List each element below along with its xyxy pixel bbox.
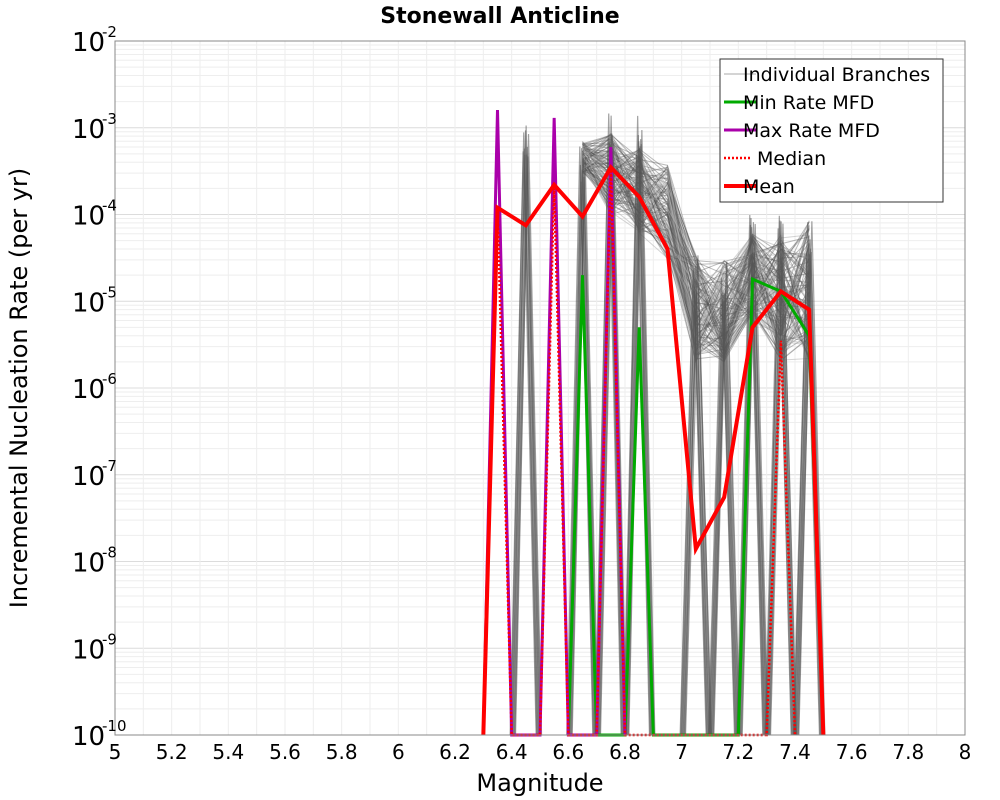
branch-line: [582, 150, 810, 352]
y-tick-base: 10: [72, 549, 105, 579]
y-tick-base: 10: [72, 28, 105, 58]
plot-frame: [114, 40, 966, 736]
x-tick-label: 5.6: [269, 740, 301, 764]
legend-label: Min Rate MFD: [743, 92, 874, 114]
x-tick-label: 7.2: [722, 740, 754, 764]
y-tick-exponent: -4: [102, 197, 117, 215]
x-tick-label: 5: [109, 740, 122, 764]
branch-line: [582, 139, 810, 294]
x-tick-label: 6.2: [439, 740, 471, 764]
y-tick-label: 10-4: [72, 197, 117, 232]
x-tick-label: 7.8: [892, 740, 924, 764]
y-tick-base: 10: [72, 202, 105, 232]
legend-label: Individual Branches: [743, 64, 930, 86]
y-tick-label: 10-3: [72, 110, 117, 145]
y-tick-exponent: -8: [102, 544, 117, 562]
chart-title: Stonewall Anticline: [380, 4, 619, 29]
x-tick-label: 8: [959, 740, 972, 764]
x-tick-label: 7.6: [836, 740, 868, 764]
y-tick-exponent: -7: [102, 457, 117, 475]
legend-item: Max Rate MFD: [724, 120, 880, 142]
branch-line: [582, 150, 810, 283]
y-tick-label: 10-5: [72, 283, 117, 318]
legend-item: Mean: [724, 176, 795, 198]
y-axis-label: Incremental Nucleation Rate (per yr): [5, 168, 33, 608]
legend: Individual Branches Min Rate MFD Max Rate …: [719, 58, 944, 203]
legend-item: Median: [724, 148, 826, 170]
legend-item: Min Rate MFD: [724, 92, 874, 114]
branch-spike: [713, 261, 741, 736]
branch-spike: [571, 158, 599, 736]
legend-label: Max Rate MFD: [743, 120, 880, 142]
branch-spike: [684, 288, 713, 736]
series-mean: [481, 163, 826, 736]
x-tick-label: 5.2: [156, 740, 188, 764]
legend-box: [719, 58, 944, 203]
x-tick-label: 6.6: [552, 740, 584, 764]
branch-spike: [514, 133, 543, 736]
x-axis-label: Magnitude: [476, 769, 603, 797]
y-tick-label: 10-9: [72, 630, 117, 665]
y-tick-base: 10: [72, 115, 105, 145]
y-tick-label: 10-10: [72, 717, 127, 752]
individual-branches: [509, 113, 826, 736]
x-tick-label: 6.8: [609, 740, 641, 764]
x-tick-label: 6.4: [496, 740, 528, 764]
y-tick-base: 10: [72, 375, 105, 405]
branch-spike: [741, 224, 769, 736]
y-tick-exponent: -2: [102, 23, 117, 41]
branch-line: [582, 172, 810, 346]
x-tick-label: 5.4: [212, 740, 244, 764]
y-tick-label: 10-8: [72, 544, 117, 579]
branch-spike: [798, 221, 826, 736]
y-tick-base: 10: [72, 635, 105, 665]
legend-label: Mean: [743, 176, 795, 198]
y-tick-exponent: -5: [102, 283, 117, 301]
y-tick-label: 10-7: [72, 457, 117, 492]
y-tick-base: 10: [72, 722, 105, 752]
y-tick-exponent: -3: [102, 110, 117, 128]
x-tick-label: 6: [392, 740, 405, 764]
y-tick-base: 10: [72, 462, 105, 492]
y-tick-base: 10: [72, 288, 105, 318]
branch-line: [582, 154, 810, 311]
x-tick-label: 7.4: [779, 740, 811, 764]
y-tick-exponent: -10: [102, 717, 127, 735]
plot-border: [114, 40, 966, 736]
legend-label: Median: [757, 148, 826, 170]
branch-line: [582, 145, 810, 362]
x-tick-label: 7: [675, 740, 688, 764]
branch-line: [582, 161, 810, 321]
x-tick-label: 5.8: [326, 740, 358, 764]
branch-spike: [599, 143, 628, 736]
branch-spike: [769, 253, 798, 736]
legend-item: Individual Branches: [724, 64, 930, 86]
y-tick-label: 10-6: [72, 370, 117, 405]
x-tick-labels: 5 5.2 5.4 5.6 5.8 6 6.2 6.4 6.6 6.8 7 7.2 7.4 7.6 7.8 8: [109, 740, 972, 764]
y-tick-label: 10-2: [72, 23, 117, 58]
y-tick-exponent: -9: [102, 630, 117, 648]
y-tick-exponent: -6: [102, 370, 117, 388]
